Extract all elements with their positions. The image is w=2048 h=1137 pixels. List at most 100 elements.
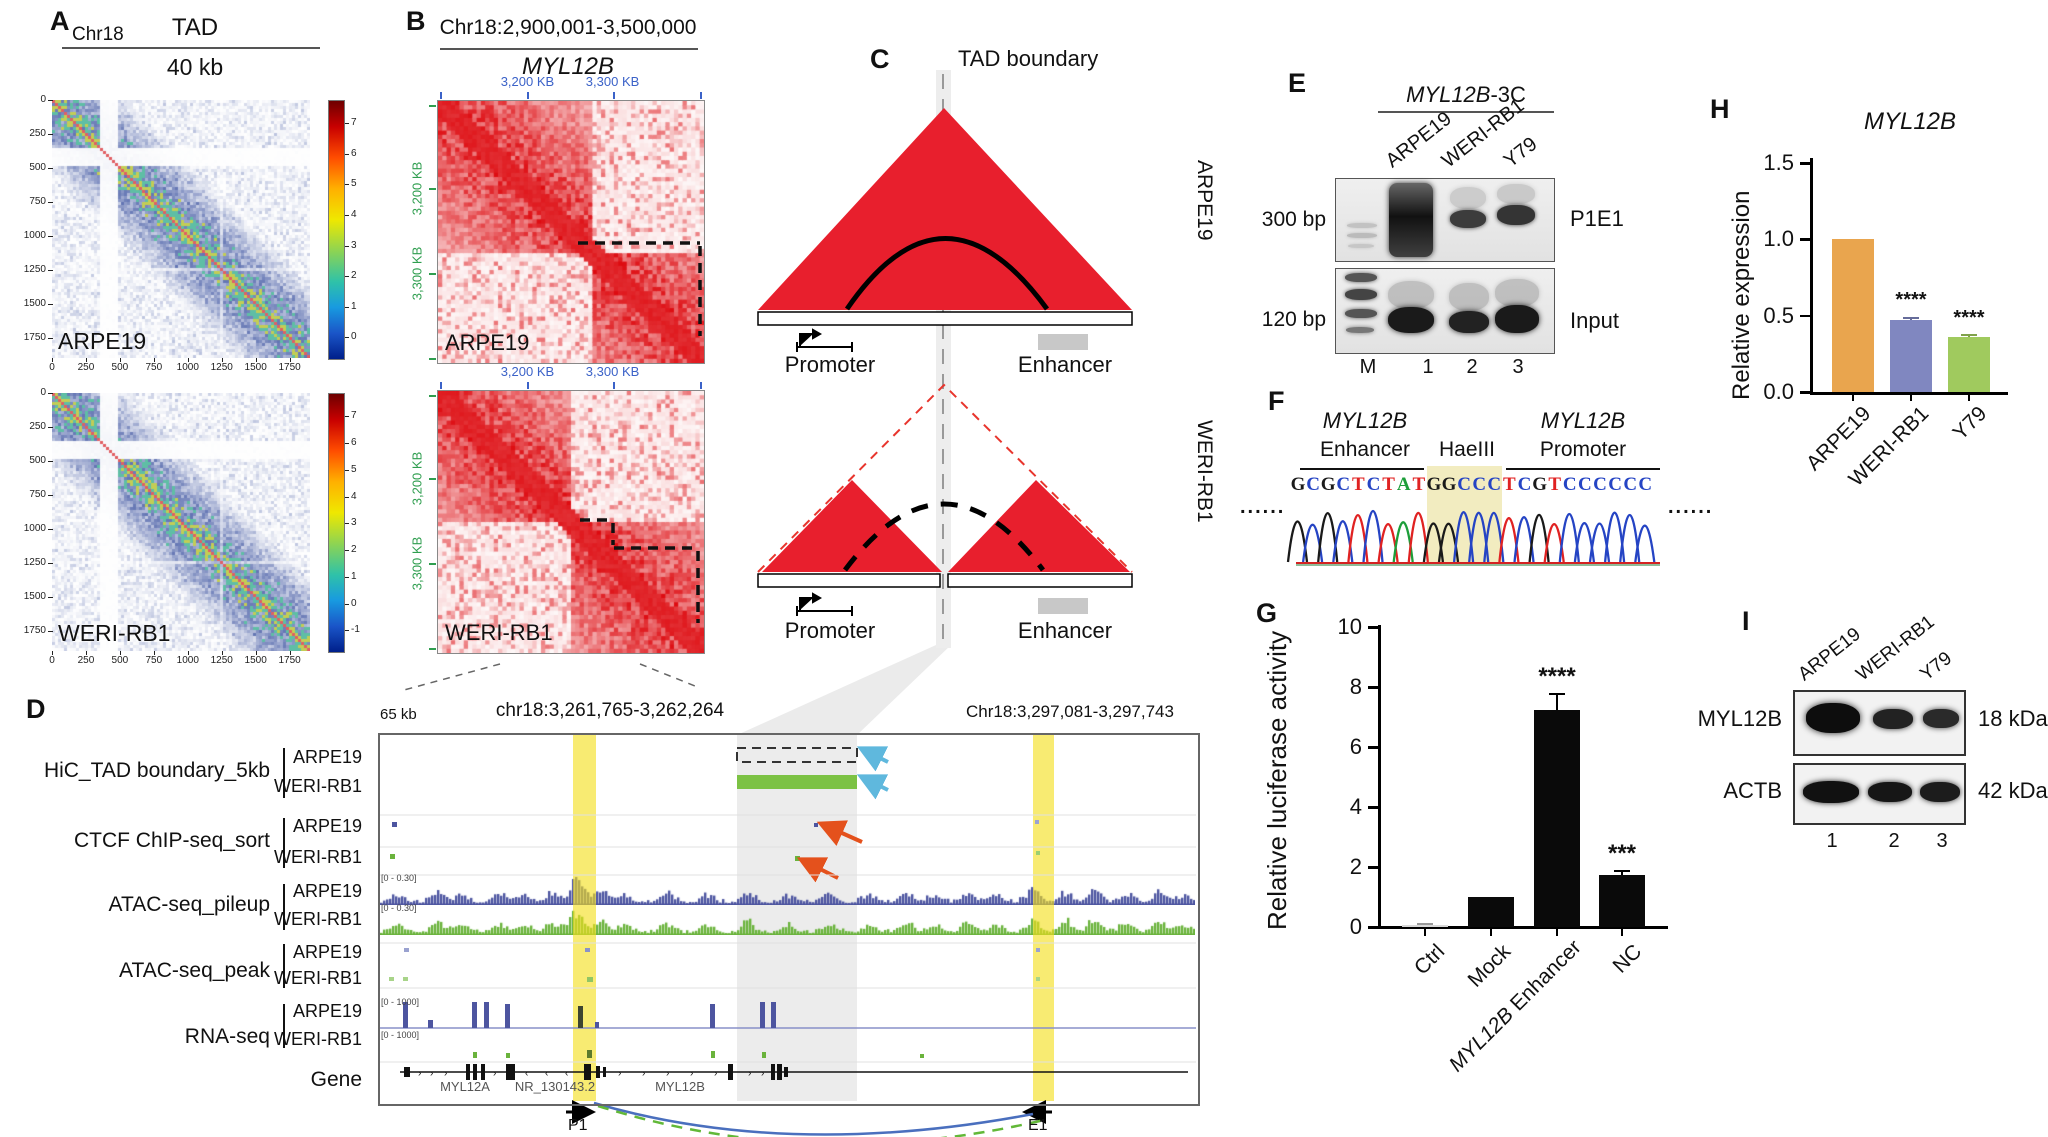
a-xtick: 500	[111, 362, 129, 373]
panel-a-map1-name: ARPE19	[58, 328, 147, 354]
g-xtickmark	[1621, 929, 1623, 936]
track-row-label: ARPE19	[292, 1001, 362, 1021]
a-ytick: 1000	[23, 522, 46, 534]
gene-name: MYL12B	[655, 1079, 705, 1094]
a-ytick: 1750	[23, 624, 46, 636]
g-ytick: 8	[1349, 674, 1362, 699]
g-yaxis	[1378, 625, 1381, 928]
a-ytickmark	[48, 133, 53, 135]
track-row-label: WERI-RB1	[273, 847, 362, 867]
atac-peak-dot	[404, 948, 409, 952]
colorbar-tick: 2	[351, 270, 357, 282]
a-xtickmark	[289, 651, 291, 655]
zoom-heatmap-arpe19	[437, 100, 705, 364]
g-bar	[1468, 897, 1514, 927]
g-ytick: 0	[1349, 914, 1362, 939]
sequence-base: C	[1638, 474, 1653, 495]
g-ytickmark	[1368, 806, 1378, 809]
atac-peak-dot	[587, 977, 593, 982]
a-xtick: 0	[49, 655, 55, 666]
g-xtickmark	[1424, 929, 1426, 936]
g-ytickmark	[1368, 926, 1378, 929]
track-name: CTCF ChIP-seq_sort	[73, 829, 270, 852]
a-ytickmark	[48, 235, 53, 237]
colorbar-tick: 0	[351, 331, 357, 343]
sequence-base: C	[1517, 474, 1532, 495]
a-ytickmark	[48, 562, 53, 564]
colorbar-a1	[328, 100, 345, 360]
a-xtick: 1500	[244, 362, 267, 373]
h-ylabel: Relative expression	[1728, 190, 1755, 400]
a-ytickmark	[48, 528, 53, 530]
colorbar-tickmark	[345, 337, 349, 339]
b-xtickmark	[439, 382, 442, 389]
panel-b-label: B	[406, 6, 426, 36]
panel-a-label: A	[50, 6, 70, 36]
a-xtickmark	[221, 358, 223, 362]
colorbar-tick: 6	[351, 436, 357, 448]
sequence-base: A	[1396, 474, 1411, 495]
panel-g-label: G	[1256, 598, 1278, 628]
h-yaxis	[1810, 158, 1813, 394]
a-xtickmark	[289, 358, 291, 362]
track-row-label: WERI-RB1	[273, 909, 362, 929]
svg-text:›: ›	[666, 1068, 669, 1079]
b-xtick: 3,300 KB	[585, 74, 640, 89]
g-xtickmark	[1556, 929, 1558, 936]
track-row-label: ARPE19	[292, 747, 362, 767]
sequence-base: C	[1623, 474, 1638, 495]
track-name: ATAC-seq_peak	[119, 959, 270, 982]
panel-b-map1-name: ARPE19	[445, 330, 530, 355]
colorbar-tick: 7	[351, 117, 357, 129]
a-xtick: 500	[111, 655, 129, 666]
a-xtickmark	[153, 358, 155, 362]
gel-lane-number: 3	[1512, 356, 1524, 378]
loop-arc-arpe19	[844, 236, 1050, 311]
colorbar-tickmark	[345, 469, 349, 471]
a-ytickmark	[48, 167, 53, 169]
track-row-label: ARPE19	[292, 942, 362, 962]
h-xtickmark	[1968, 394, 1970, 401]
sequence-base: G	[1426, 474, 1442, 495]
svg-text:›: ›	[618, 1068, 621, 1079]
a-xtick: 1750	[278, 362, 301, 373]
g-errorbar	[1556, 693, 1558, 710]
a-ytickmark	[48, 494, 53, 496]
svg-text:‹: ‹	[565, 1068, 568, 1079]
a-ytick: 1000	[23, 229, 46, 241]
gene-name: NR_130143.2	[514, 1079, 596, 1094]
panel-a-chr: Chr18	[72, 24, 124, 45]
panel-a-subtitle: 40 kb	[166, 54, 224, 80]
h-bar	[1832, 239, 1874, 392]
gene-track: › › › › ‹ ‹ ‹ › › › › › › ›	[400, 1064, 1188, 1080]
sequence-base: T	[1412, 474, 1426, 495]
promoter-glyph-weri	[796, 592, 853, 616]
colorbar-tickmark	[345, 214, 349, 216]
sequence-base: C	[1336, 474, 1351, 495]
h-title: MYL12B	[1863, 108, 1957, 135]
colorbar-tickmark	[345, 603, 349, 605]
zoom-heatmap-weri	[437, 390, 705, 654]
panel-b-gene: MYL12B	[521, 53, 615, 80]
g-ytick: 2	[1349, 854, 1362, 879]
g-significance: ***	[1607, 840, 1637, 867]
tad-boundary-label: TAD boundary	[958, 46, 1099, 71]
a-xtick: 0	[49, 362, 55, 373]
a-ytick: 750	[29, 488, 46, 500]
b-xtickmark	[527, 92, 530, 99]
h-significance: ****	[1953, 306, 1985, 329]
f-underline-left	[1300, 468, 1424, 470]
colorbar-tickmark	[345, 550, 349, 552]
h-ytickmark	[1800, 238, 1810, 241]
hic-heatmap-weri	[52, 393, 310, 651]
panel-e-title-gene: MYL12B	[1406, 82, 1491, 107]
track-name: RNA-seq	[184, 1025, 270, 1048]
genome-browser-frame	[378, 733, 1200, 1106]
a-xtick: 750	[145, 655, 163, 666]
tad-triangle-arpe19	[758, 108, 1132, 310]
a-xtickmark	[255, 651, 257, 655]
region-right-title: Chr18:3,297,081-3,297,743	[966, 702, 1174, 721]
f-dots-left: ......	[1240, 496, 1286, 518]
a-xtickmark	[52, 358, 53, 362]
svg-text:‹: ‹	[525, 1068, 528, 1079]
